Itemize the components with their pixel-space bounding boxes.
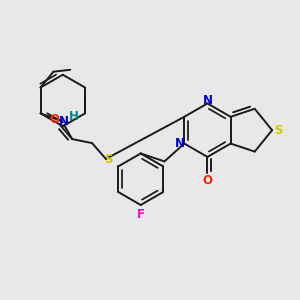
Text: H: H <box>69 110 79 123</box>
Text: O: O <box>50 113 59 126</box>
Text: F: F <box>137 208 145 221</box>
Text: O: O <box>202 174 212 187</box>
Text: S: S <box>274 124 282 137</box>
Text: S: S <box>105 153 113 167</box>
Text: N: N <box>202 94 212 107</box>
Text: N: N <box>59 115 69 128</box>
Text: N: N <box>175 137 185 150</box>
